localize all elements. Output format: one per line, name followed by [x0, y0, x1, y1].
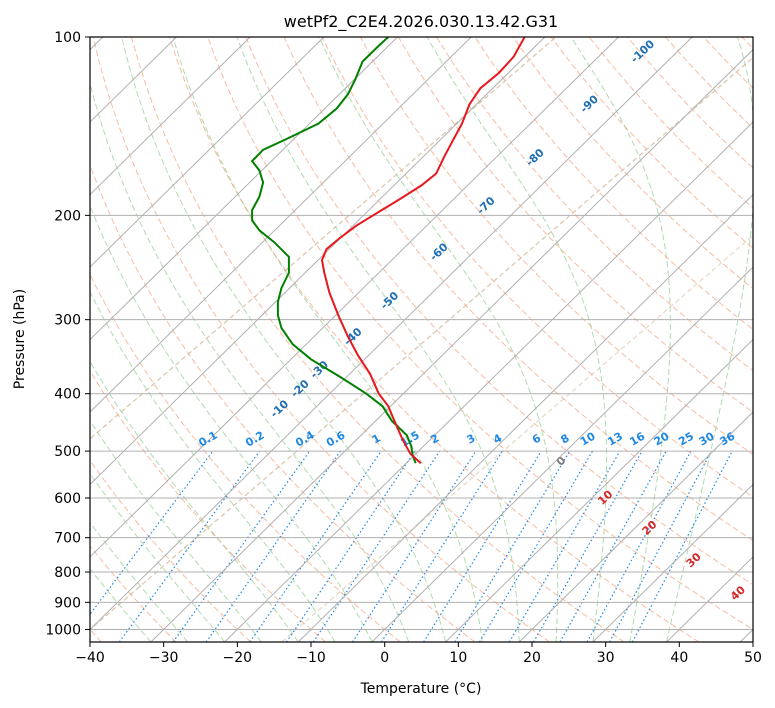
isotherm--60 [90, 37, 546, 486]
y-axis-label: Pressure (hPa) [12, 289, 28, 389]
mixing-ratio-line-12 [508, 450, 621, 642]
y-tick-label: 1000 [45, 622, 81, 638]
moist-adiabat-20 [236, 37, 520, 642]
moist-adiabat-10 [121, 37, 447, 642]
mixing-ratio-line-11 [478, 450, 594, 642]
y-tick-label: 700 [54, 531, 81, 547]
moist-adiabat-35 [570, 37, 671, 642]
isotherm--30 [150, 48, 753, 642]
mixing-ratio-line-4 [249, 450, 382, 642]
x-tick-label: −40 [75, 650, 105, 666]
moist-adiabat--25 [90, 521, 189, 642]
y-tick-label: 800 [54, 565, 81, 581]
isotherm-10 [445, 338, 753, 642]
mixing-ratio-line-16 [609, 450, 712, 642]
dry-adiabat--30 [90, 545, 177, 642]
moist-adiabat--30 [90, 568, 152, 642]
y-tick-label: 300 [54, 313, 81, 329]
moist-adiabat-25 [318, 37, 559, 642]
moist-adiabat--20 [90, 472, 225, 642]
mixing-ratio-line-7 [352, 450, 477, 642]
background-arc-0 [90, 37, 557, 440]
x-tick-label: −30 [149, 650, 179, 666]
dry-adiabat-90 [359, 37, 753, 455]
background-arc-2 [281, 234, 753, 642]
isobar-gridlines [90, 37, 753, 630]
x-tick-label: 0 [380, 650, 389, 666]
temperature-profile-line [320, 37, 526, 464]
x-axis-ticks: −40 −30 −20 −10 0 10 20 30 40 50 [75, 642, 762, 666]
plot-frame [89, 36, 754, 643]
x-tick-label: 30 [597, 650, 615, 666]
moist-adiabat-0 [90, 204, 373, 642]
y-tick-label: 100 [54, 30, 81, 46]
dry-adiabat-10 [90, 163, 476, 642]
isotherm-30 [592, 483, 753, 642]
moist-adiabat-15 [172, 37, 483, 642]
dry-adiabat--10 [90, 369, 326, 642]
isotherm--70 [90, 37, 472, 413]
dry-adiabat--20 [90, 459, 252, 642]
mixing-ratio-line-1 [118, 450, 261, 642]
dry-adiabat-120 [474, 37, 753, 331]
x-tick-label: 10 [449, 650, 467, 666]
isotherm--90 [90, 37, 325, 268]
y-axis-ticks: 100 200 300 400 500 600 700 800 900 1000 [45, 30, 90, 638]
isotherm--40 [90, 37, 693, 631]
mixing-ratio-line-2 [172, 450, 311, 642]
mixing-ratio-line-9 [423, 450, 542, 642]
x-tick-label: −20 [223, 650, 253, 666]
dry-adiabat-80 [321, 37, 753, 498]
dry-adiabat-60 [245, 37, 753, 586]
mixing-ratio-line-3 [205, 450, 341, 642]
x-tick-label: −10 [296, 650, 326, 666]
sounding-profiles [250, 37, 526, 464]
isotherm-20 [518, 411, 753, 642]
isotherm--100 [90, 37, 251, 196]
dry-adiabat-20 [92, 37, 550, 642]
isotherm--20 [224, 121, 753, 642]
dry-adiabat-50 [207, 37, 753, 630]
x-tick-label: 40 [670, 650, 688, 666]
moist-adiabats [90, 37, 753, 642]
y-tick-label: 900 [54, 595, 81, 611]
y-tick-label: 400 [54, 387, 81, 403]
x-axis-label: Temperature (°C) [360, 681, 482, 697]
mixing-ratio-line-8 [380, 450, 503, 642]
chart-title: wetPf2_C2E4.2026.030.13.42.G31 [284, 12, 558, 32]
isotherm--50 [90, 37, 619, 558]
y-tick-label: 200 [54, 208, 81, 224]
mixing-ratio-line-10 [454, 450, 571, 642]
moist-adiabat-5 [90, 81, 410, 642]
dry-adiabat-30 [130, 37, 625, 642]
dry-adiabat-110 [436, 37, 753, 372]
x-tick-label: 50 [744, 650, 762, 666]
isotherm--10 [297, 193, 753, 642]
dewpoint-profile-line [250, 37, 417, 464]
mixing-ratio-line-14 [559, 450, 667, 642]
y-tick-label: 500 [54, 444, 81, 460]
mixing-ratio-line-15 [586, 450, 692, 642]
y-tick-label: 600 [54, 491, 81, 507]
moist-adiabat--5 [90, 291, 336, 642]
moist-adiabat-30 [426, 37, 608, 642]
x-tick-label: 20 [523, 650, 541, 666]
isotherm-0 [371, 266, 753, 642]
